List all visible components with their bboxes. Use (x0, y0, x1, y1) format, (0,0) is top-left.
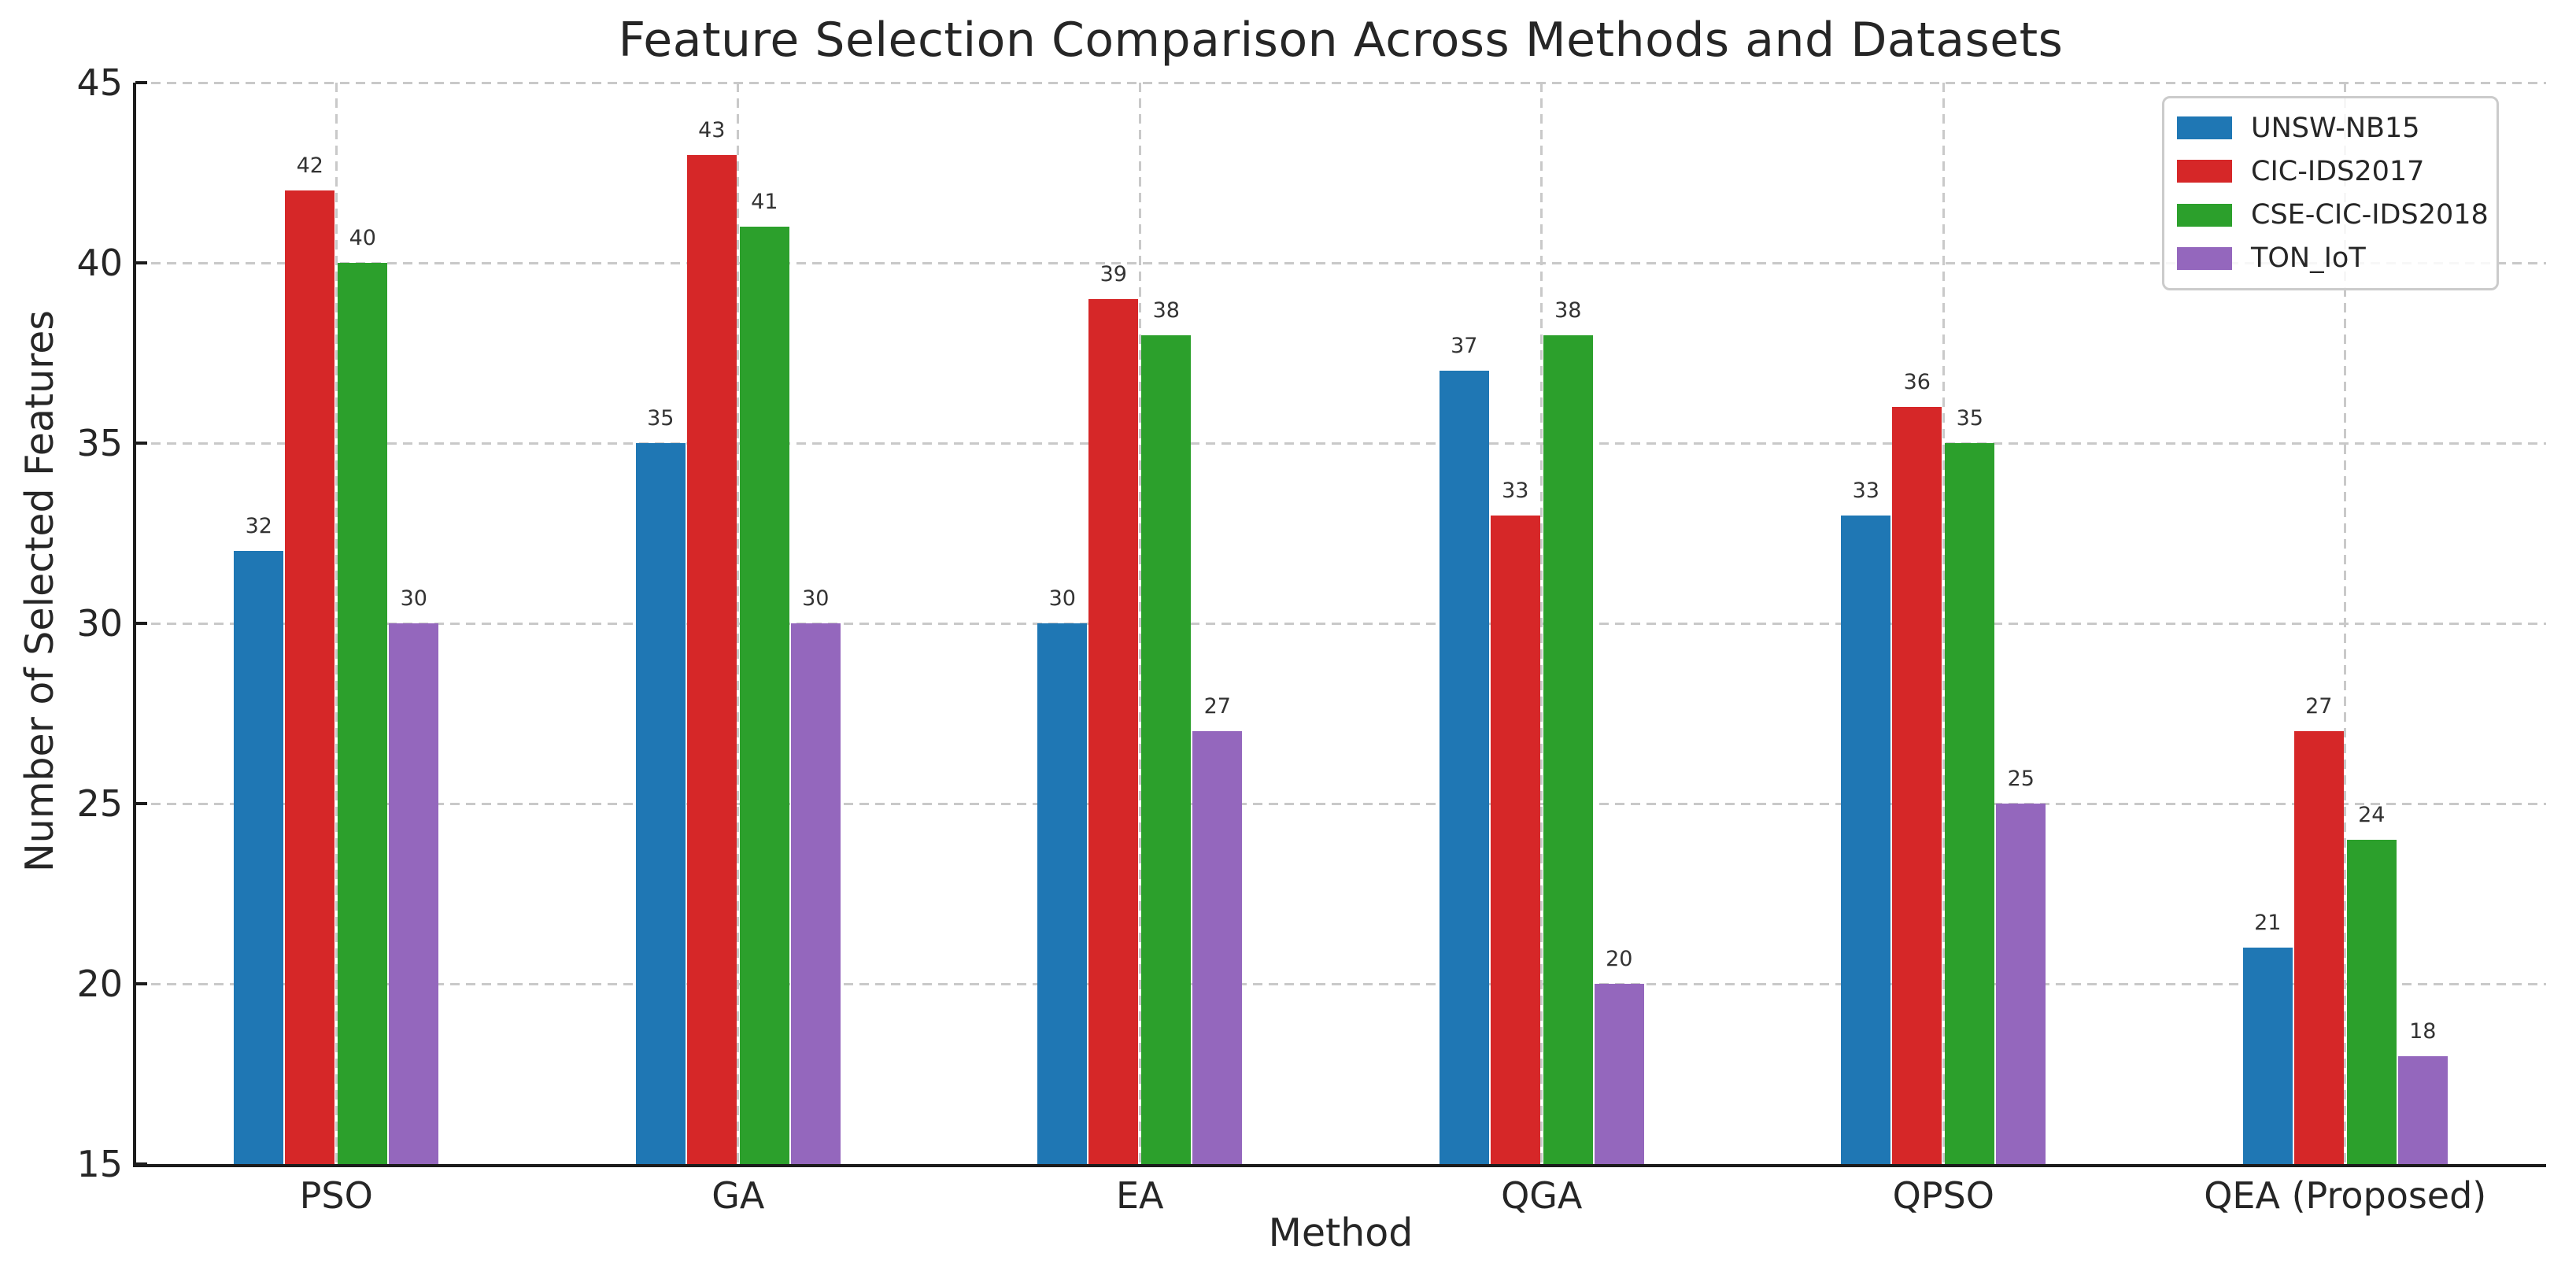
bar-UNSW-NB15-GA (635, 443, 686, 1164)
bar-value-label: 33 (1852, 478, 1879, 503)
legend-swatch-CIC-IDS2017 (2177, 160, 2232, 183)
v-gridline (1942, 83, 1945, 1164)
legend-item: CSE-CIC-IDS2018 (2177, 199, 2489, 231)
legend-swatch-CSE-CIC-IDS2018 (2177, 203, 2232, 227)
v-gridline (737, 83, 740, 1164)
bar-value-label: 38 (1152, 298, 1180, 323)
bar-CIC-IDS2017-QPSO (1892, 407, 1942, 1164)
x-tick-label: QEA (Proposed) (2204, 1174, 2487, 1217)
bar-value-label: 35 (647, 406, 674, 431)
y-tick-label: 30 (76, 602, 123, 645)
bar-CSE-CIC-IDS2018-QGA (1543, 334, 1593, 1164)
bar-value-label: 27 (2305, 694, 2333, 719)
v-gridline (1540, 83, 1543, 1164)
chart-title: Feature Selection Comparison Across Meth… (618, 13, 2064, 68)
bar-CIC-IDS2017-QGA (1490, 515, 1540, 1164)
bar-UNSW-NB15-EA (1037, 623, 1088, 1164)
legend: UNSW-NB15 CIC-IDS2017 CSE-CIC-IDS2018 TON_I… (2162, 96, 2499, 290)
bar-CIC-IDS2017-QEA (Proposed) (2293, 731, 2344, 1164)
bar-value-label: 37 (1451, 334, 1478, 359)
legend-item: TON_IoT (2177, 242, 2489, 274)
h-gridline (135, 81, 2546, 84)
bar-value-label: 39 (1100, 261, 1127, 286)
bar-value-label: 18 (2409, 1018, 2437, 1044)
x-tick-label: QGA (1501, 1174, 1583, 1217)
y-tick-mark (135, 442, 147, 445)
bar-value-label: 25 (2007, 767, 2035, 791)
legend-item-label: UNSW-NB15 (2251, 112, 2420, 144)
y-tick-label: 15 (76, 1143, 123, 1185)
x-axis-spine (133, 1164, 2546, 1167)
bar-CIC-IDS2017-GA (686, 154, 737, 1164)
bar-value-label: 20 (1606, 947, 1633, 971)
bar-CSE-CIC-IDS2018-PSO (338, 263, 388, 1164)
y-tick-mark (135, 81, 147, 84)
bar-CSE-CIC-IDS2018-QEA (Proposed) (2346, 839, 2397, 1164)
h-gridline (135, 622, 2546, 625)
bar-CIC-IDS2017-EA (1088, 298, 1139, 1164)
bar-value-label: 40 (349, 226, 376, 250)
bar-value-label: 35 (1956, 406, 1983, 431)
bar-TON_IoT-PSO (389, 623, 439, 1164)
bar-value-label: 38 (1554, 298, 1582, 323)
legend-swatch-UNSW-NB15 (2177, 116, 2232, 140)
bar-TON_IoT-GA (790, 623, 841, 1164)
x-tick-label: PSO (299, 1174, 373, 1217)
y-tick-mark (135, 1162, 147, 1166)
bar-TON_IoT-QEA (Proposed) (2397, 1055, 2448, 1164)
bar-CSE-CIC-IDS2018-QPSO (1945, 443, 1995, 1164)
bar-TON_IoT-QGA (1594, 984, 1644, 1164)
x-tick-label: GA (711, 1174, 765, 1217)
v-gridline (334, 83, 338, 1164)
legend-swatch-TON_IoT (2177, 246, 2232, 270)
bar-TON_IoT-EA (1192, 731, 1243, 1164)
bar-value-label: 32 (245, 514, 272, 539)
v-gridline (2344, 83, 2347, 1164)
bar-TON_IoT-QPSO (1996, 804, 2046, 1164)
bar-value-label: 43 (698, 117, 726, 142)
x-tick-label: EA (1115, 1174, 1164, 1217)
bar-value-label: 27 (1203, 694, 1231, 719)
bar-value-label: 33 (1502, 478, 1529, 503)
y-tick-label: 40 (76, 242, 123, 284)
y-tick-label: 35 (76, 422, 123, 464)
v-gridline (1138, 83, 1141, 1164)
bar-CIC-IDS2017-PSO (285, 190, 335, 1164)
legend-item-label: TON_IoT (2251, 242, 2366, 275)
legend-item: CIC-IDS2017 (2177, 156, 2489, 187)
legend-item-label: CSE-CIC-IDS2018 (2251, 199, 2489, 231)
y-tick-label: 45 (76, 61, 123, 104)
bar-value-label: 24 (2358, 802, 2386, 827)
y-tick-mark (135, 622, 147, 625)
bar-value-label: 21 (2254, 911, 2282, 936)
y-axis-spine (133, 83, 136, 1167)
bar-value-label: 30 (1048, 586, 1076, 611)
bar-CSE-CIC-IDS2018-EA (1141, 334, 1192, 1164)
h-gridline (135, 261, 2546, 264)
bar-UNSW-NB15-QEA (Proposed) (2242, 948, 2293, 1164)
bar-UNSW-NB15-PSO (234, 551, 284, 1164)
bar-CSE-CIC-IDS2018-GA (739, 227, 789, 1164)
bar-value-label: 36 (1903, 370, 1931, 395)
x-tick-label: QPSO (1892, 1174, 1994, 1217)
y-tick-mark (135, 982, 147, 985)
bar-value-label: 30 (802, 586, 830, 611)
legend-item-label: CIC-IDS2017 (2251, 155, 2425, 187)
bar-value-label: 41 (751, 190, 778, 215)
h-gridline (135, 442, 2546, 445)
h-gridline (135, 802, 2546, 805)
bar-UNSW-NB15-QPSO (1841, 515, 1891, 1164)
plot-area: 32 35 30 37 33 21 42 43 39 33 36 27 40 41 38 38 35 24 30 30… (135, 81, 2546, 1164)
h-gridline (135, 982, 2546, 985)
y-tick-label: 20 (76, 963, 123, 1005)
bar-UNSW-NB15-QGA (1439, 371, 1489, 1164)
x-axis-label: Method (1268, 1210, 1414, 1255)
bar-value-label: 30 (400, 586, 427, 611)
y-tick-label: 25 (76, 782, 123, 825)
y-tick-mark (135, 802, 147, 805)
bar-value-label: 42 (296, 153, 323, 179)
legend-item: UNSW-NB15 (2177, 113, 2489, 144)
y-tick-mark (135, 261, 147, 264)
